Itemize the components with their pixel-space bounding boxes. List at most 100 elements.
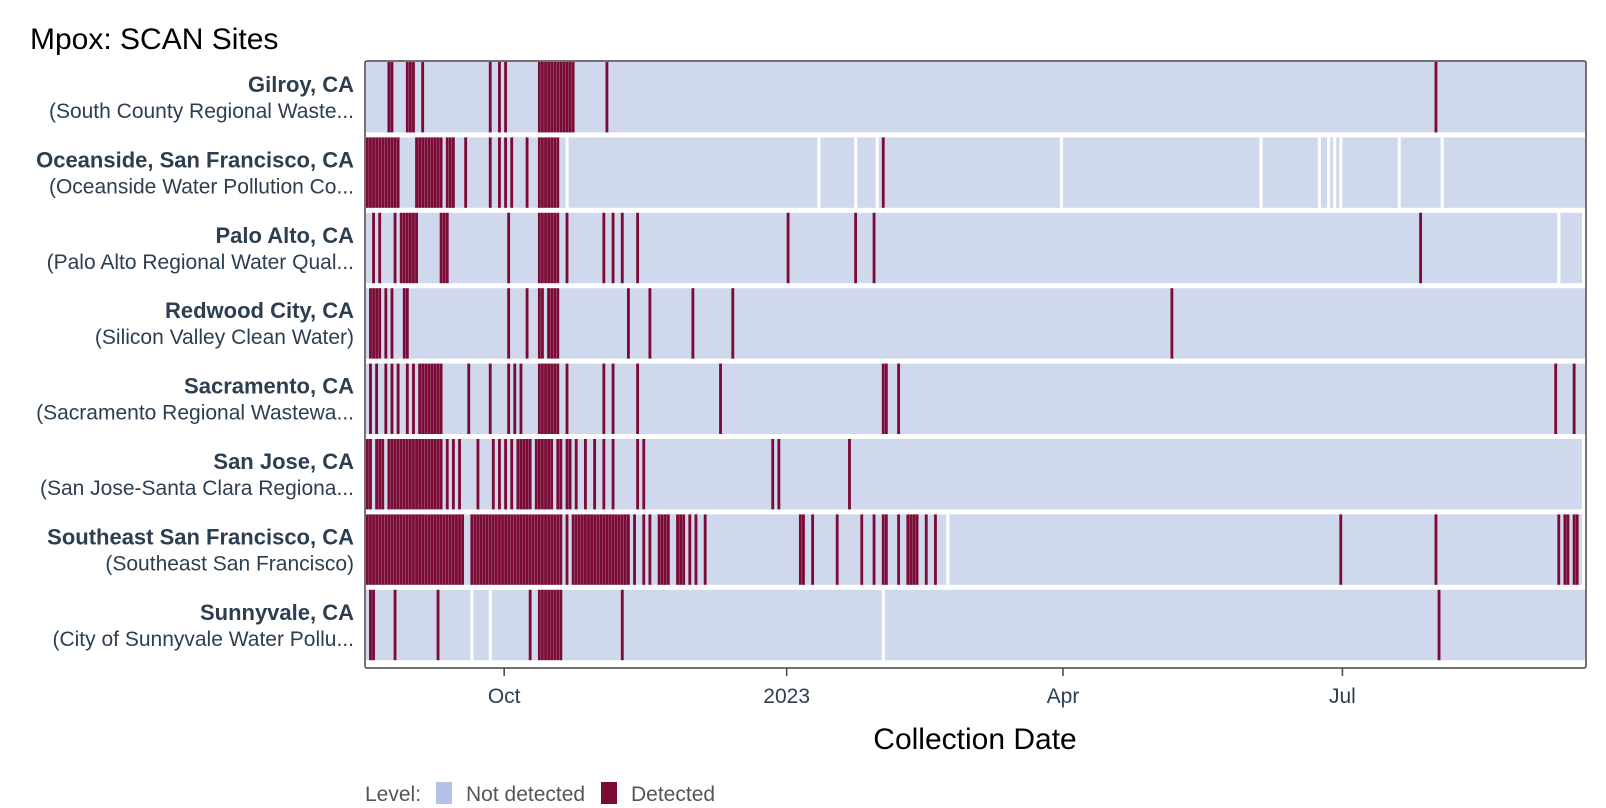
- detected-mark: [544, 363, 547, 434]
- detected-mark: [393, 439, 397, 510]
- detected-mark: [547, 589, 550, 661]
- detected-mark: [488, 137, 492, 208]
- detected-mark: [541, 514, 544, 585]
- detected-mark: [694, 514, 698, 585]
- detected-mark: [436, 514, 440, 585]
- x-tick-label: Oct: [488, 685, 521, 708]
- detected-mark: [541, 363, 544, 434]
- detected-mark: [860, 514, 864, 585]
- site-row: [366, 288, 1585, 359]
- detected-mark: [679, 514, 683, 585]
- detected-mark: [366, 514, 369, 585]
- detected-mark: [577, 514, 581, 585]
- detected-mark: [421, 137, 425, 208]
- site-row: [366, 589, 1585, 661]
- detected-mark: [602, 439, 606, 510]
- detected-mark: [525, 288, 529, 359]
- detected-mark: [915, 514, 919, 585]
- detected-mark: [562, 62, 566, 133]
- detected-mark: [897, 363, 901, 434]
- detected-mark: [568, 439, 572, 510]
- x-axis: Oct 2023 Apr Jul: [488, 668, 1356, 708]
- detected-mark: [375, 439, 379, 510]
- gap-line: [1397, 137, 1401, 208]
- detected-mark: [587, 514, 590, 585]
- detected-mark: [381, 514, 385, 585]
- detected-mark: [556, 363, 560, 434]
- detected-mark: [510, 514, 514, 585]
- site-name-label: Gilroy, CA: [248, 72, 354, 97]
- detected-mark: [1563, 514, 1567, 585]
- detected-mark: [488, 62, 492, 133]
- detected-mark: [691, 288, 695, 359]
- panel-border: [364, 60, 1587, 669]
- detected-mark: [626, 288, 630, 359]
- detected-mark: [537, 363, 541, 434]
- detected-mark: [547, 288, 550, 359]
- detected-mark: [611, 212, 615, 284]
- detected-mark: [1437, 589, 1441, 661]
- detected-mark: [525, 439, 529, 510]
- detected-mark: [798, 514, 802, 585]
- detected-mark: [436, 363, 440, 434]
- detected-mark: [611, 514, 615, 585]
- detected-mark: [369, 514, 372, 585]
- gap-line: [854, 137, 858, 208]
- detected-mark: [387, 137, 391, 208]
- detected-mark: [421, 439, 425, 510]
- detected-mark: [556, 589, 560, 661]
- detected-mark: [1419, 212, 1423, 284]
- detected-mark: [912, 514, 916, 585]
- detected-mark: [544, 589, 547, 661]
- detected-mark: [623, 514, 627, 585]
- detected-mark: [473, 514, 477, 585]
- detected-mark: [430, 439, 434, 510]
- detected-mark: [507, 288, 511, 359]
- detected-mark: [602, 514, 606, 585]
- detected-mark: [881, 363, 885, 434]
- detected-mark: [378, 514, 382, 585]
- detected-mark: [439, 439, 443, 510]
- detected-mark: [372, 514, 375, 585]
- gap-line: [817, 137, 821, 208]
- detected-mark: [421, 514, 425, 585]
- site-facility-label: (Sacramento Regional Wastewa...: [36, 402, 354, 425]
- site-facility-label: (South County Regional Waste...: [49, 100, 354, 123]
- detected-mark: [547, 439, 550, 510]
- detected-mark: [525, 137, 529, 208]
- detected-mark: [617, 514, 621, 585]
- detected-mark: [436, 589, 440, 661]
- detected-mark: [657, 514, 661, 585]
- detected-mark: [537, 589, 541, 661]
- detected-mark: [660, 514, 664, 585]
- detected-mark: [1170, 288, 1174, 359]
- detected-mark: [550, 62, 554, 133]
- detected-mark: [464, 137, 468, 208]
- detected-mark: [387, 62, 391, 133]
- detected-mark: [433, 439, 437, 510]
- detected-mark: [408, 212, 412, 284]
- gap-line: [1317, 137, 1321, 208]
- detected-mark: [559, 62, 563, 133]
- detected-mark: [777, 439, 781, 510]
- detected-mark: [537, 212, 541, 284]
- detected-mark: [467, 363, 471, 434]
- detected-mark: [642, 514, 646, 585]
- detected-mark: [648, 514, 652, 585]
- detected-mark: [424, 439, 428, 510]
- detected-mark: [547, 212, 550, 284]
- detected-mark: [390, 137, 394, 208]
- detected-mark: [1566, 514, 1570, 585]
- site-row: [366, 212, 1582, 284]
- detected-mark: [430, 363, 434, 434]
- detected-mark: [541, 439, 544, 510]
- chart-title: Mpox: SCAN Sites: [30, 23, 278, 56]
- detected-mark: [934, 514, 937, 585]
- detected-mark: [405, 363, 409, 434]
- detected-mark: [436, 439, 440, 510]
- gap-line: [1333, 137, 1337, 208]
- detected-mark: [455, 514, 458, 585]
- detected-mark: [620, 514, 624, 585]
- detected-mark: [498, 514, 501, 585]
- detected-mark: [565, 514, 569, 585]
